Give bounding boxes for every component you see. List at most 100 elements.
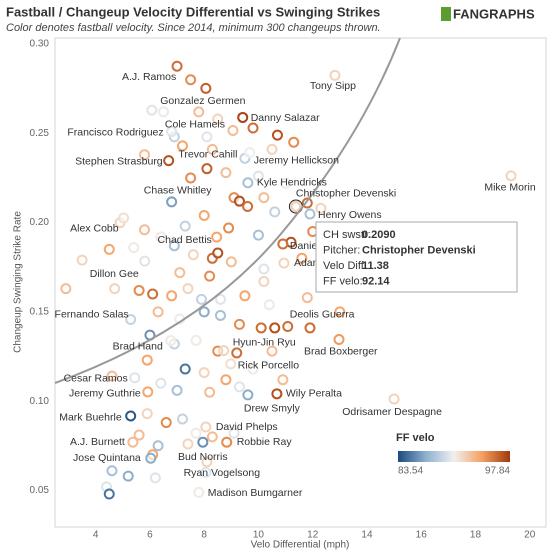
y-tick-label: 0.05	[30, 485, 50, 496]
point-label: Chad Bettis	[158, 234, 212, 246]
point-label: Brad Hand	[113, 340, 163, 352]
point	[76, 254, 88, 266]
labeled-point	[125, 314, 137, 326]
point	[198, 367, 210, 379]
legend-min: 83.54	[398, 466, 423, 477]
point	[176, 140, 188, 152]
point	[141, 408, 153, 420]
labeled-point	[171, 60, 183, 72]
point-label: A.J. Ramos	[122, 71, 176, 83]
point-label: Danie	[290, 240, 318, 252]
tooltip-box	[315, 221, 518, 293]
labeled-point	[282, 321, 294, 333]
point-label: Trevor Cahill	[178, 148, 237, 160]
labeled-point	[166, 126, 178, 138]
point	[280, 177, 292, 189]
point-label: Fernando Salas	[55, 308, 129, 320]
point	[147, 288, 159, 300]
point-label: Rick Porcello	[238, 360, 299, 372]
point	[204, 270, 216, 282]
point	[176, 413, 188, 425]
point-label: Deolis Guerra	[290, 308, 355, 320]
point	[233, 195, 245, 207]
point	[182, 283, 194, 295]
point	[252, 229, 264, 241]
point	[269, 206, 281, 218]
tooltip-key: CH swstr:	[323, 229, 371, 241]
point-label: Francisco Rodriguez	[67, 126, 163, 138]
point	[187, 249, 199, 261]
point-label: Robbie Ray	[237, 436, 293, 448]
point	[212, 247, 224, 259]
point	[182, 438, 194, 450]
point	[288, 136, 300, 148]
point	[223, 222, 235, 234]
point-label: Wily Peralta	[286, 388, 342, 400]
tooltip-value: 92.14	[362, 275, 390, 287]
labeled-point	[329, 69, 341, 81]
labeled-point	[290, 200, 302, 213]
point-label: Jeremy Guthrie	[69, 388, 141, 400]
point-label: Kyle Hendricks	[257, 177, 327, 189]
point	[266, 143, 278, 155]
x-tick-label: 8	[201, 530, 207, 541]
point	[266, 345, 278, 357]
point	[174, 267, 186, 279]
point-label: Jose Quintana	[73, 452, 141, 464]
labeled-point	[193, 486, 205, 498]
point	[315, 202, 327, 214]
point	[204, 386, 216, 398]
point-label: Alex Cobb	[70, 223, 119, 235]
point-label: A.J. Burnett	[70, 436, 125, 448]
y-axis-title: Changeup Swinging Strike Rate	[13, 211, 24, 353]
point	[220, 167, 232, 179]
labeled-point	[142, 386, 154, 398]
legend-max: 97.84	[485, 466, 510, 477]
point	[185, 172, 197, 184]
point	[160, 417, 172, 429]
point	[106, 370, 118, 382]
point	[269, 322, 281, 334]
point	[152, 440, 164, 452]
labeled-point	[200, 82, 212, 94]
point	[214, 293, 226, 305]
point	[239, 290, 251, 302]
point	[122, 470, 134, 482]
point	[149, 472, 161, 484]
y-tick-label: 0.10	[30, 396, 50, 407]
point-label: Chase Whitley	[144, 185, 212, 197]
tooltip-value: 0.2090	[362, 229, 396, 241]
labeled-point	[271, 388, 283, 400]
y-tick-label: 0.20	[30, 217, 50, 228]
point	[146, 104, 158, 116]
point-label: Mike Morin	[484, 182, 536, 194]
point	[228, 427, 240, 439]
point-label: Mark Buehrle	[59, 412, 122, 424]
point-label: Hyun-Jin Ryu	[233, 336, 296, 348]
point	[152, 306, 164, 318]
x-tick-label: 4	[93, 530, 99, 541]
point	[233, 318, 245, 330]
point	[133, 429, 145, 441]
point	[212, 113, 224, 125]
logo-icon	[441, 7, 451, 21]
point-label: Dillon Gee	[90, 268, 139, 280]
labeled-point	[118, 212, 130, 224]
x-axis-title: Velo Differential (mph)	[251, 540, 350, 551]
point	[258, 192, 270, 204]
point-label: Danny Salazar	[251, 112, 320, 124]
point	[252, 170, 264, 182]
point	[179, 220, 191, 232]
point	[158, 106, 170, 118]
labeled-point	[200, 421, 212, 433]
labeled-point	[145, 452, 157, 464]
chart-subtitle: Color denotes fastball velocity. Since 2…	[6, 22, 381, 34]
point	[141, 354, 153, 366]
labeled-point	[200, 466, 212, 478]
point	[206, 143, 218, 155]
tooltip-key: FF velo:	[323, 275, 363, 287]
point	[247, 122, 259, 134]
point	[185, 74, 197, 86]
x-tick-label: 6	[147, 530, 153, 541]
